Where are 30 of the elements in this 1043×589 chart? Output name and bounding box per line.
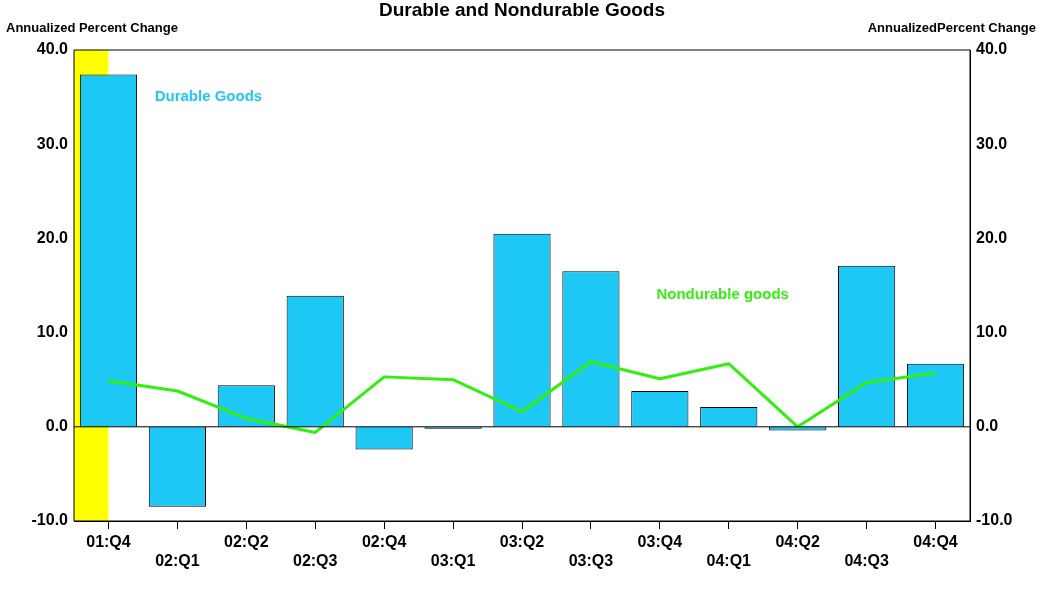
x-tick-label: 02:Q1	[155, 552, 200, 570]
y2-tick-label: 10.0	[976, 323, 1008, 341]
y-tick-label: -10.0	[31, 511, 69, 529]
x-tick-label: 02:Q2	[224, 533, 269, 551]
y2-axis-title: AnnualizedPercent Change	[867, 19, 1036, 35]
x-tick-label: 02:Q3	[293, 552, 338, 570]
x-tick-label: 04:Q2	[775, 533, 821, 551]
y-tick-label: 40.0	[36, 40, 69, 58]
x-tick-label: 04:Q4	[913, 533, 958, 551]
chart-title: Durable and Nondurable Goods	[378, 0, 666, 21]
x-tick-label: 02:Q4	[361, 533, 407, 551]
x-tick-label: 03:Q2	[499, 533, 545, 551]
x-tick-label: 03:Q3	[568, 552, 614, 570]
y-tick-label: 30.0	[36, 134, 69, 152]
x-tick-label: 04:Q1	[706, 552, 752, 570]
text: Nondurable goods	[656, 285, 789, 303]
x-tick-label: 04:Q3	[844, 552, 889, 570]
y2-tick-label: 20.0	[976, 228, 1008, 246]
x-tick-label: 03:Q1	[430, 552, 476, 570]
y-tick-label: 10.0	[36, 323, 69, 341]
series-label: Durable Goods	[154, 87, 263, 105]
y2-tick-label: -10.0	[976, 511, 1013, 529]
y-tick-label: 20.0	[36, 228, 69, 246]
y-tick-label: 0.0	[45, 417, 69, 435]
y-axis-title: Annualized Percent Change	[6, 19, 178, 35]
y2-tick-label: 40.0	[976, 40, 1008, 58]
y2-tick-label: 0.0	[976, 417, 999, 435]
y2-tick-label: 30.0	[976, 134, 1008, 152]
x-tick-label: 01:Q4	[86, 533, 131, 551]
x-tick-label: 03:Q4	[637, 533, 683, 551]
